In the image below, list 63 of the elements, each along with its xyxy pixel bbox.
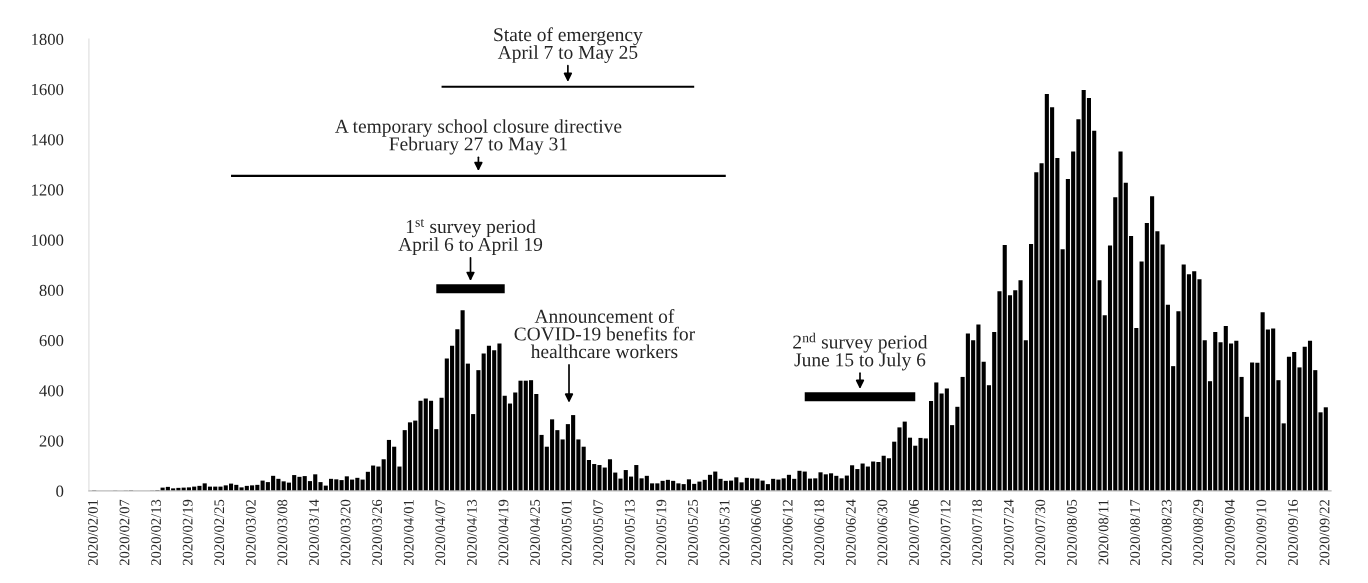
bar bbox=[1286, 356, 1292, 491]
x-tick-label: 2020/08/17 bbox=[1130, 499, 1140, 566]
y-tick-label: 1600 bbox=[32, 83, 64, 96]
x-tick-label: 2020/05/19 bbox=[656, 499, 667, 566]
x-tick-label: 2020/02/25 bbox=[214, 499, 225, 566]
x-tick-label: 2020/03/08 bbox=[277, 499, 288, 566]
x-tick-label: 2020/06/06 bbox=[751, 499, 762, 566]
x-tick-label: 2020/05/07 bbox=[593, 499, 604, 566]
annotation: Announcement of COVID-19 benefits for healthcare workers bbox=[514, 309, 695, 359]
x-tick-label: 2020/06/12 bbox=[782, 500, 793, 566]
bar bbox=[528, 380, 534, 491]
bar bbox=[428, 400, 434, 491]
x-tick-label: 2020/02/13 bbox=[151, 499, 161, 566]
y-tick-label: 600 bbox=[39, 334, 64, 347]
x-tick-label: 2020/04/25 bbox=[530, 499, 540, 566]
x-tick-label: 2020/05/13 bbox=[624, 499, 635, 566]
y-tick-label: 1400 bbox=[32, 134, 64, 146]
x-tick-label: 2020/02/01 bbox=[87, 500, 98, 566]
x-tick-label: 2020/04/01 bbox=[403, 500, 414, 566]
x-tick-label: 2020/07/24 bbox=[1003, 499, 1014, 566]
x-tick-label: 2020/09/10 bbox=[1256, 499, 1267, 566]
x-tick-label: 2020/05/31 bbox=[719, 500, 730, 566]
x-tick-label: 2020/05/01 bbox=[561, 500, 572, 566]
x-tick-label: 2020/03/26 bbox=[372, 499, 383, 566]
annotation: 2$^{nd}$ survey period June 15 to July 6 bbox=[793, 332, 928, 371]
bar bbox=[707, 474, 713, 491]
bar bbox=[607, 459, 613, 491]
x-tick-label: 2020/03/14 bbox=[309, 499, 319, 566]
x-tick-label: 2020/03/20 bbox=[340, 499, 351, 566]
x-tick-label: 2020/08/23 bbox=[1161, 499, 1172, 566]
x-tick-label: 2020/08/29 bbox=[1193, 499, 1204, 566]
x-tick-label: 2020/02/07 bbox=[119, 499, 130, 566]
y-tick-label: 800 bbox=[39, 284, 64, 297]
y-tick-label: 200 bbox=[39, 435, 64, 447]
x-tick-label: 2020/07/18 bbox=[972, 499, 983, 566]
x-tick-label: 2020/02/19 bbox=[182, 499, 193, 566]
x-tick-label: 2020/07/12 bbox=[940, 500, 951, 566]
x-tick-label: 2020/04/13 bbox=[466, 499, 477, 566]
x-tick-label: 2020/04/07 bbox=[435, 499, 446, 566]
annotation: A temporary school closure directive February 27 to May 31 bbox=[334, 119, 622, 155]
bar bbox=[1307, 340, 1313, 491]
bar bbox=[328, 478, 334, 491]
x-tick-label: 2020/05/25 bbox=[688, 499, 698, 566]
x-tick-label: 2020/09/16 bbox=[1288, 499, 1298, 566]
x-tick-label: 2020/06/24 bbox=[845, 499, 856, 566]
annotation: 1$^{st}$ survey period April 6 to April 19 bbox=[398, 219, 543, 255]
bar bbox=[407, 422, 413, 491]
x-tick-label: 2020/09/22 bbox=[1319, 500, 1330, 566]
x-tick-label: 2020/07/30 bbox=[1035, 499, 1046, 566]
x-tick-label: 2020/09/04 bbox=[1224, 499, 1235, 566]
y-tick-label: 1200 bbox=[32, 184, 64, 196]
x-tick-label: 2020/06/30 bbox=[877, 499, 888, 566]
annotation: State of emergency April 7 to May 25 bbox=[494, 27, 643, 63]
y-tick-label: 1800 bbox=[32, 33, 64, 46]
y-tick-label: 1000 bbox=[32, 234, 64, 246]
y-tick-label: 0 bbox=[56, 485, 64, 497]
x-tick-label: 2020/03/02 bbox=[245, 500, 256, 566]
x-tick-label: 2020/08/11 bbox=[1098, 500, 1109, 565]
x-tick-label: 2020/04/19 bbox=[498, 499, 509, 566]
x-tick-label: 2020/07/06 bbox=[909, 499, 919, 566]
x-tick-label: 2020/06/18 bbox=[814, 499, 825, 566]
y-tick-label: 400 bbox=[39, 385, 64, 397]
x-tick-label: 2020/08/05 bbox=[1066, 499, 1077, 566]
